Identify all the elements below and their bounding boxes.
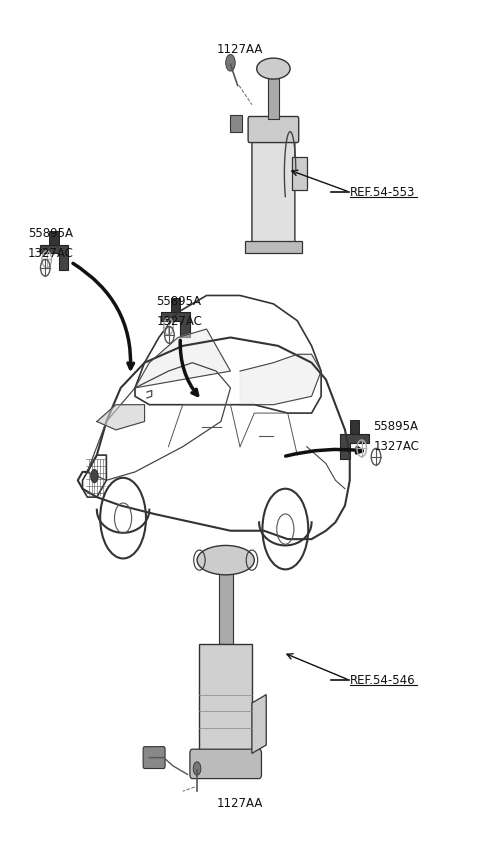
Text: REF.54-546: REF.54-546 xyxy=(350,674,415,687)
Polygon shape xyxy=(171,298,180,312)
FancyBboxPatch shape xyxy=(190,749,262,779)
Text: 1127AA: 1127AA xyxy=(217,43,263,56)
Ellipse shape xyxy=(197,545,254,575)
Polygon shape xyxy=(240,354,321,405)
FancyBboxPatch shape xyxy=(143,747,165,769)
Text: REF.54-553: REF.54-553 xyxy=(350,185,415,199)
Ellipse shape xyxy=(257,58,290,79)
Polygon shape xyxy=(161,312,190,337)
Circle shape xyxy=(91,470,98,483)
Polygon shape xyxy=(135,329,230,388)
Circle shape xyxy=(193,762,201,776)
FancyBboxPatch shape xyxy=(252,136,295,245)
Polygon shape xyxy=(292,157,307,191)
Text: 1327AC: 1327AC xyxy=(373,440,420,454)
Polygon shape xyxy=(39,245,68,271)
Bar xyxy=(268,68,279,119)
Polygon shape xyxy=(97,405,144,430)
Bar xyxy=(199,644,252,754)
Text: 1327AC: 1327AC xyxy=(28,247,73,260)
Polygon shape xyxy=(49,231,59,245)
Polygon shape xyxy=(350,420,360,434)
Bar xyxy=(218,560,233,644)
Text: 55895A: 55895A xyxy=(156,295,202,308)
Text: 1327AC: 1327AC xyxy=(156,315,203,328)
Text: 55895A: 55895A xyxy=(373,420,419,433)
Polygon shape xyxy=(230,115,242,132)
Polygon shape xyxy=(252,695,266,754)
FancyBboxPatch shape xyxy=(248,116,299,142)
Polygon shape xyxy=(245,241,302,254)
Polygon shape xyxy=(340,434,369,459)
Circle shape xyxy=(226,54,235,71)
Text: 55895A: 55895A xyxy=(28,227,72,239)
Text: 1127AA: 1127AA xyxy=(217,797,263,809)
